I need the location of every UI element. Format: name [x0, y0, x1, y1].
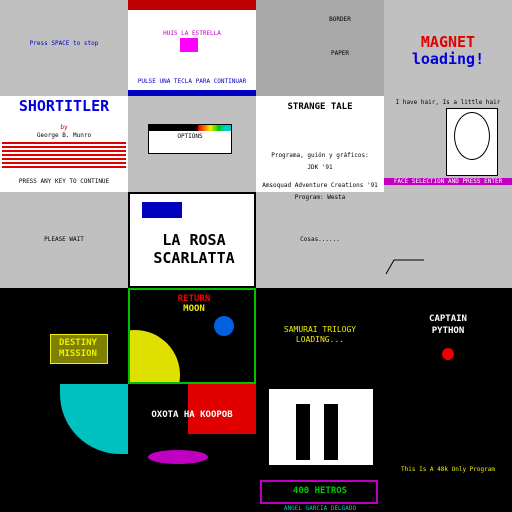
- tile: [384, 192, 512, 288]
- tile: [256, 384, 384, 480]
- square: [180, 38, 198, 52]
- tile: RETURN MOON: [128, 288, 256, 384]
- tile: 400 HETROS ANGEL GARCIA DELGADO: [256, 480, 384, 512]
- tile: OXOTA HA KOOPOB: [128, 384, 256, 480]
- text: SCARLATTA: [153, 249, 235, 267]
- text: PRESS ANY KEY TO CONTINUE: [18, 178, 110, 185]
- tile: MAGNET loading!: [384, 0, 512, 96]
- text: MAGNET: [420, 33, 476, 51]
- tile: SAMURAI TRILOGY LOADING...: [256, 288, 384, 384]
- tile: LA ROSA SCARLATTA: [128, 192, 256, 288]
- text: PLEASE WAIT: [44, 236, 84, 243]
- tile: I have hair, Is a little hair FACE SELEC…: [384, 96, 512, 192]
- text: SAMURAI TRILOGY: [283, 325, 357, 334]
- tile: BORDER PAPER: [256, 0, 384, 96]
- menu: OPTIONS: [148, 124, 232, 154]
- text: Press SPACE to stop: [29, 40, 99, 47]
- line: [385, 259, 424, 275]
- text: Amsoquad Adventure Creations '91: [262, 182, 378, 189]
- text: PYTHON: [431, 326, 465, 336]
- figure: [324, 404, 338, 460]
- tile: Program: Westa Cosas......: [256, 192, 384, 288]
- text: Program: Westa: [294, 194, 346, 201]
- tile: HUIS LA ESTRELLA PULSE UNA TECLA PARA CO…: [128, 0, 256, 96]
- frame: [260, 480, 378, 504]
- tile: [128, 480, 256, 512]
- text: This Is A 48k Only Program: [401, 466, 495, 473]
- text: by: [60, 124, 68, 131]
- text: OPTIONS: [177, 133, 203, 140]
- tile: Press SPACE to stop: [0, 0, 128, 96]
- paragraph: [2, 142, 126, 170]
- text: LA ROSA: [162, 231, 226, 249]
- tile: [384, 480, 512, 512]
- tile: CAPTAIN PYTHON: [384, 288, 512, 384]
- text: JDK '91: [307, 164, 333, 171]
- text: Programa, guión y gráficos:: [271, 152, 369, 159]
- shape: [60, 384, 128, 454]
- figure: [296, 404, 310, 460]
- car: [148, 450, 208, 464]
- planet: [130, 330, 180, 382]
- text: FACE SELECTION AND PRESS ENTER: [384, 178, 512, 185]
- text: MISSION: [59, 349, 97, 359]
- tile: [0, 384, 128, 480]
- text: SHORTITLER: [18, 97, 110, 115]
- tile: STRANGE TALE Programa, guión y gráficos:…: [256, 96, 384, 192]
- tile: This Is A 48k Only Program: [384, 384, 512, 480]
- text: I have hair, Is a little hair: [395, 99, 501, 106]
- menu-bar: [149, 125, 231, 131]
- ball: [442, 348, 454, 360]
- text: PAPER: [330, 50, 350, 57]
- tile: DESTINY MISSION: [0, 288, 128, 384]
- text: PULSE UNA TECLA PARA CONTINUAR: [137, 78, 247, 85]
- text: BORDER: [329, 16, 351, 23]
- text: George B. Munro: [36, 132, 92, 139]
- shape: [188, 384, 256, 434]
- text: 400 HETROS: [292, 486, 348, 496]
- text: ANGEL GARCIA DELGADO: [283, 505, 357, 512]
- earth: [214, 316, 234, 336]
- tile: OPTIONS: [128, 96, 256, 192]
- text: CAPTAIN: [429, 314, 467, 324]
- face: [454, 112, 490, 160]
- text: MOON: [183, 304, 205, 314]
- text: loading!: [411, 50, 485, 68]
- bar: [128, 0, 256, 10]
- text: RETURN: [177, 294, 211, 304]
- text: HUIS LA ESTRELLA: [163, 30, 221, 37]
- box: [50, 334, 108, 364]
- tile: PLEASE WAIT: [0, 192, 128, 288]
- text: DESTINY: [59, 338, 97, 348]
- tile: [0, 480, 128, 512]
- text: OXOTA HA KOOPOB: [151, 410, 233, 420]
- logo: [142, 202, 182, 218]
- picture: [268, 388, 374, 466]
- tile: SHORTITLER by George B. Munro PRESS ANY …: [0, 96, 128, 192]
- line-art: [385, 259, 424, 275]
- text: STRANGE TALE: [287, 102, 353, 112]
- text: Cosas......: [300, 236, 340, 243]
- text: LOADING...: [295, 335, 345, 344]
